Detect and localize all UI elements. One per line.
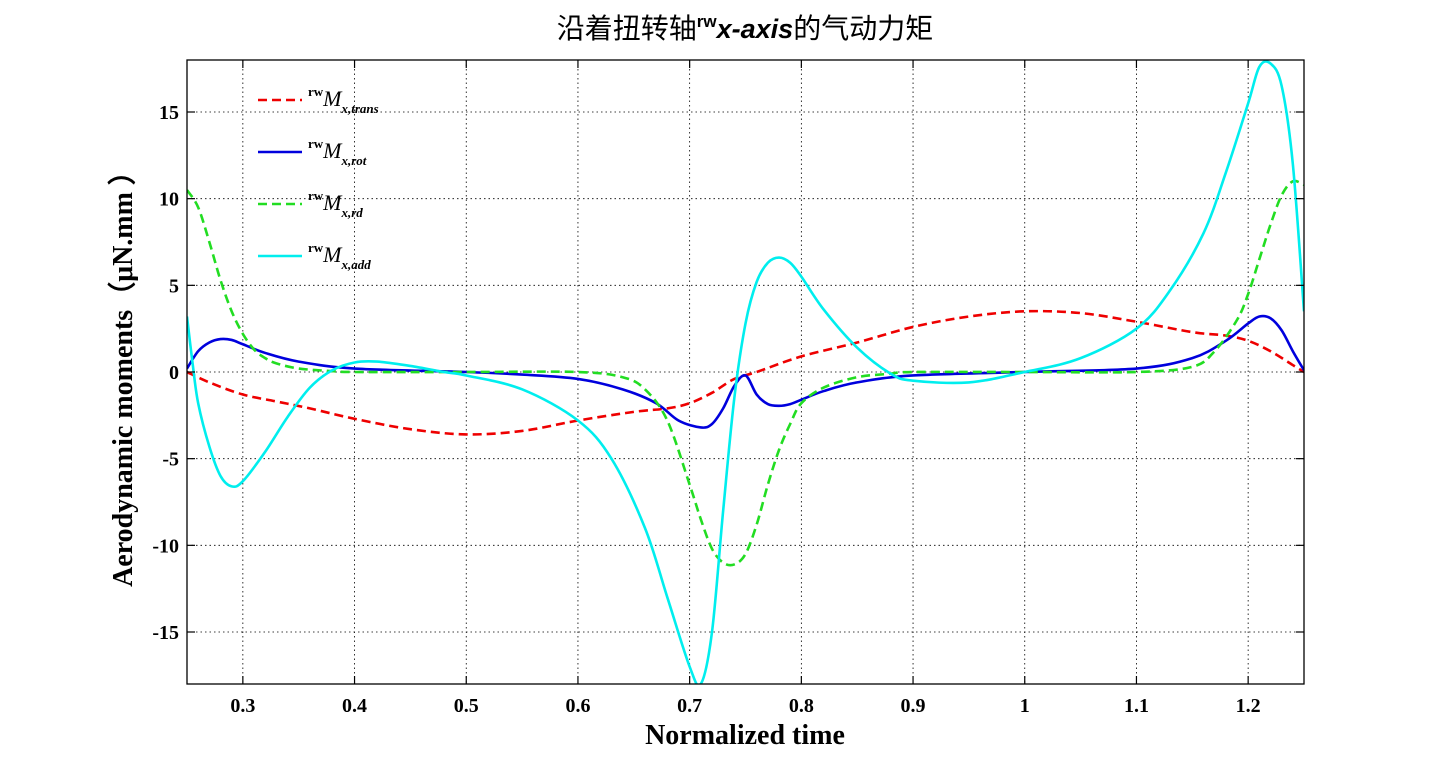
- series-line-x-rd: [187, 179, 1304, 567]
- y-tick-label: -15: [152, 622, 179, 644]
- x-tick-label: 1.2: [1236, 695, 1261, 717]
- title-prefix: 沿着扭转轴: [557, 12, 697, 45]
- x-tick-label: 0.3: [230, 695, 255, 717]
- legend-entry-label: rwMx,add: [308, 240, 371, 272]
- x-tick-label: 0.4: [342, 695, 367, 717]
- x-tick-label: 0.6: [565, 695, 590, 717]
- x-tick-label: 0.8: [789, 695, 814, 717]
- series-line-x-trans: [187, 309, 1304, 436]
- ticks: 0.3 0.4 0.5 0.6 0.7 0.8 0.9 1 1.1 1.2 -15 -10 -5 0 5 10…: [152, 60, 1304, 717]
- x-tick-label: 1: [1020, 695, 1030, 717]
- title-suffix: 的气动力矩: [793, 12, 933, 45]
- series-line-x-add: [187, 60, 1304, 684]
- y-tick-label: 15: [159, 102, 179, 124]
- legend: rwMx,trans rwMx,rot rwMx,rd rwMx,add: [258, 84, 379, 272]
- title-axis-name: x-axis: [715, 14, 794, 44]
- title-superscript: rw: [697, 12, 718, 31]
- y-tick-label: 5: [169, 275, 179, 297]
- y-tick-label: -5: [162, 449, 179, 471]
- chart-title: 沿着扭转轴rwx-axis的气动力矩: [557, 12, 933, 45]
- legend-entry-label: rwMx,trans: [308, 84, 379, 116]
- x-axis-label: Normalized time: [645, 720, 845, 751]
- series-layer: [187, 60, 1304, 684]
- y-tick-label: 0: [169, 362, 179, 384]
- x-tick-label: 0.5: [454, 695, 479, 717]
- x-tick-label: 1.1: [1124, 695, 1149, 717]
- x-tick-label: 0.9: [901, 695, 926, 717]
- x-tick-label: 0.7: [677, 695, 702, 717]
- y-tick-label: 10: [159, 189, 179, 211]
- grid: [187, 60, 1304, 684]
- y-tick-label: -10: [152, 535, 179, 557]
- legend-entry-label: rwMx,rd: [308, 188, 363, 220]
- y-axis-label: Aerodynamic moments（μN.mm ）: [106, 157, 139, 587]
- legend-entry-label: rwMx,rot: [308, 136, 367, 168]
